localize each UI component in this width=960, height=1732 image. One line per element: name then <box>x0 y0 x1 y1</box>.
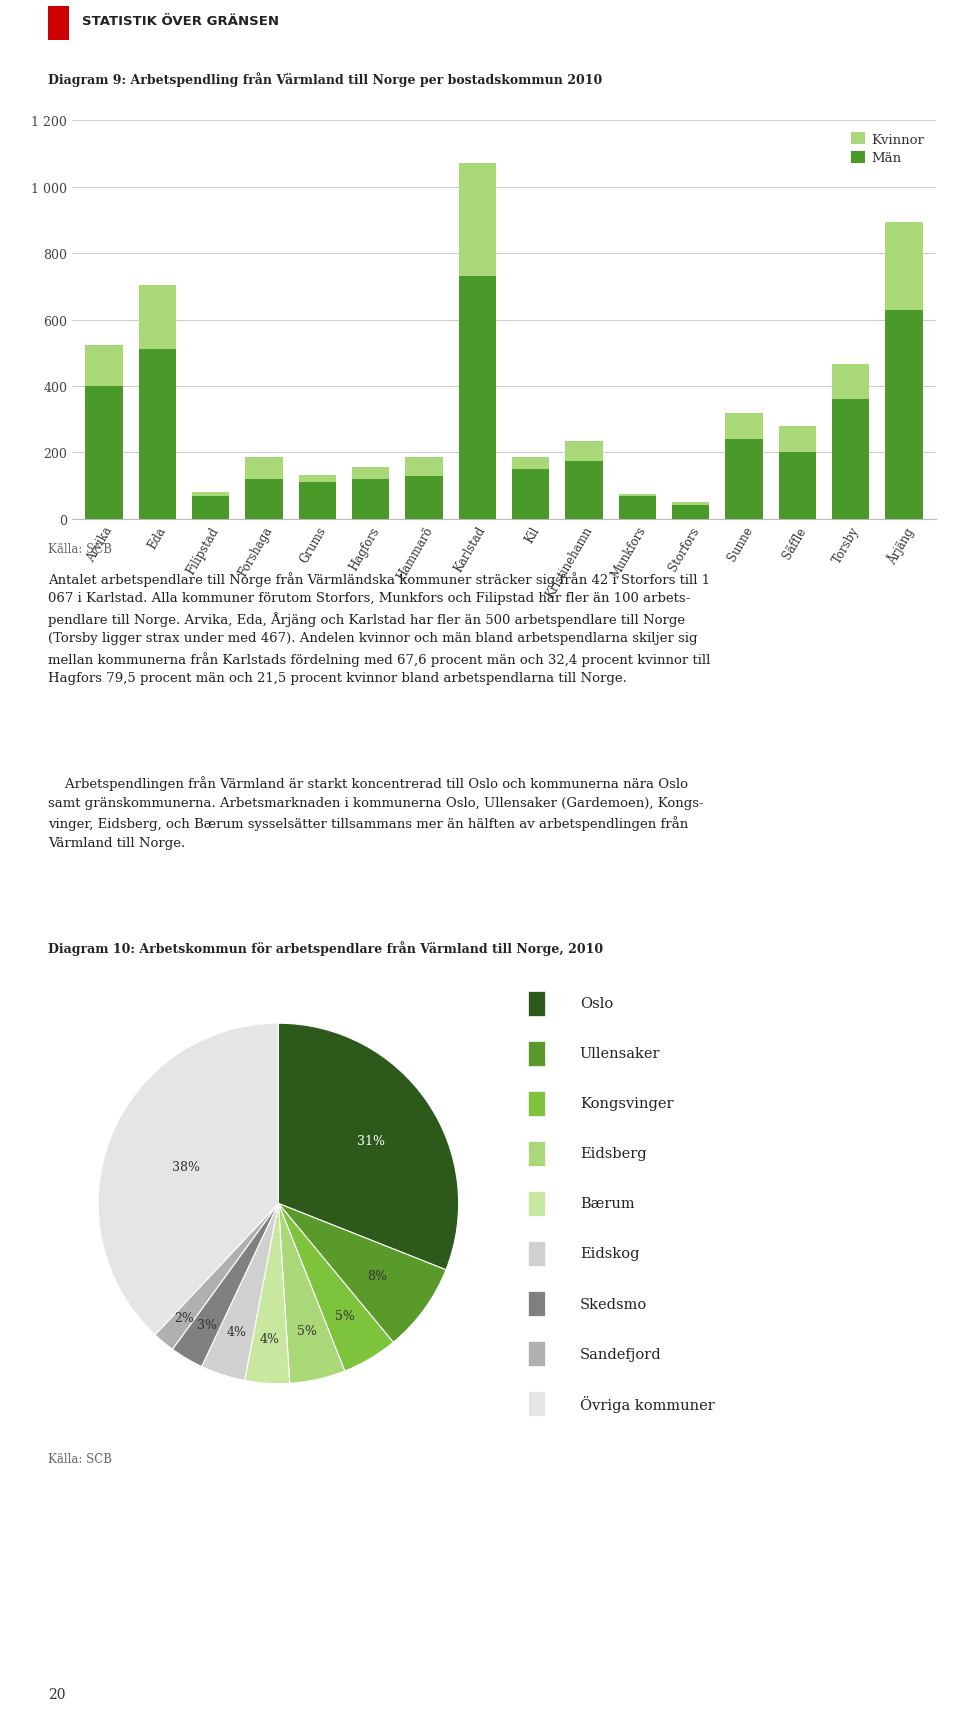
Bar <box>832 364 870 400</box>
Wedge shape <box>98 1024 278 1335</box>
Text: 31%: 31% <box>357 1134 385 1148</box>
Wedge shape <box>278 1024 459 1270</box>
Bar <box>726 414 762 440</box>
Bar <box>85 345 123 386</box>
Bar <box>246 459 282 480</box>
Bar <box>459 277 496 520</box>
Bar <box>528 1192 544 1216</box>
Text: 5%: 5% <box>297 1323 317 1337</box>
Bar <box>528 1091 544 1115</box>
Bar <box>528 1041 544 1065</box>
Text: Eidskog: Eidskog <box>580 1247 639 1261</box>
Bar <box>85 386 123 520</box>
Bar <box>299 483 336 520</box>
Text: Diagram 10: Arbetskommun för arbetspendlare från Värmland till Norge, 2010: Diagram 10: Arbetskommun för arbetspendl… <box>48 940 603 956</box>
Bar <box>138 350 176 520</box>
Text: Oslo: Oslo <box>580 996 613 1010</box>
Text: Ullensaker: Ullensaker <box>580 1046 660 1060</box>
Text: 2%: 2% <box>175 1311 194 1323</box>
Text: Eidsberg: Eidsberg <box>580 1147 646 1160</box>
Bar <box>885 310 923 520</box>
Bar <box>352 468 390 480</box>
Bar <box>246 480 282 520</box>
Wedge shape <box>278 1204 345 1384</box>
Bar <box>832 400 870 520</box>
Bar <box>512 459 549 469</box>
Text: Övriga kommuner: Övriga kommuner <box>580 1396 714 1412</box>
Bar <box>885 222 923 310</box>
Bar <box>528 1141 544 1166</box>
Bar <box>192 494 229 497</box>
Bar <box>138 286 176 350</box>
Text: Diagram 9: Arbetspendling från Värmland till Norge per bostadskommun 2010: Diagram 9: Arbetspendling från Värmland … <box>48 73 602 87</box>
Legend: Kvinnor, Män: Kvinnor, Män <box>846 128 929 170</box>
Wedge shape <box>278 1204 446 1342</box>
Bar <box>352 480 390 520</box>
Bar <box>726 440 762 520</box>
Bar <box>528 1342 544 1367</box>
Wedge shape <box>155 1204 278 1349</box>
Text: 4%: 4% <box>227 1325 247 1339</box>
Bar <box>512 469 549 520</box>
Bar <box>565 442 603 461</box>
Text: Kongsvinger: Kongsvinger <box>580 1096 673 1110</box>
Bar <box>528 1391 544 1417</box>
Text: 4%: 4% <box>260 1332 280 1346</box>
Wedge shape <box>245 1204 290 1384</box>
Text: Antalet arbetspendlare till Norge från Värmländska kommuner sträcker sig från 42: Antalet arbetspendlare till Norge från V… <box>48 572 710 684</box>
Bar <box>405 459 443 476</box>
Bar <box>779 426 816 454</box>
Bar <box>672 506 709 520</box>
Bar <box>528 1242 544 1266</box>
Bar <box>779 454 816 520</box>
Bar <box>48 7 69 42</box>
Text: 38%: 38% <box>172 1160 201 1174</box>
Bar <box>528 1292 544 1316</box>
Wedge shape <box>202 1204 278 1380</box>
Text: Källa: SCB: Källa: SCB <box>48 1451 112 1465</box>
Text: STATISTIK ÖVER GRÄNSEN: STATISTIK ÖVER GRÄNSEN <box>82 16 278 28</box>
Text: 3%: 3% <box>197 1318 217 1332</box>
Text: Bærum: Bærum <box>580 1197 635 1211</box>
Text: Sandefjord: Sandefjord <box>580 1347 661 1361</box>
Bar <box>192 497 229 520</box>
Wedge shape <box>173 1204 278 1367</box>
Bar <box>299 476 336 483</box>
Text: Arbetspendlingen från Värmland är starkt koncentrerad till Oslo och kommunerna n: Arbetspendlingen från Värmland är starkt… <box>48 776 704 849</box>
Bar <box>672 502 709 506</box>
Text: Källa: SCB: Källa: SCB <box>48 542 112 556</box>
Text: Skedsmo: Skedsmo <box>580 1297 647 1311</box>
Wedge shape <box>278 1204 394 1372</box>
Text: 20: 20 <box>48 1687 65 1701</box>
Text: 5%: 5% <box>334 1309 354 1322</box>
Bar <box>405 476 443 520</box>
Text: 8%: 8% <box>368 1270 388 1282</box>
Bar <box>459 165 496 277</box>
Bar <box>528 991 544 1017</box>
Bar <box>618 497 656 520</box>
Bar <box>565 461 603 520</box>
